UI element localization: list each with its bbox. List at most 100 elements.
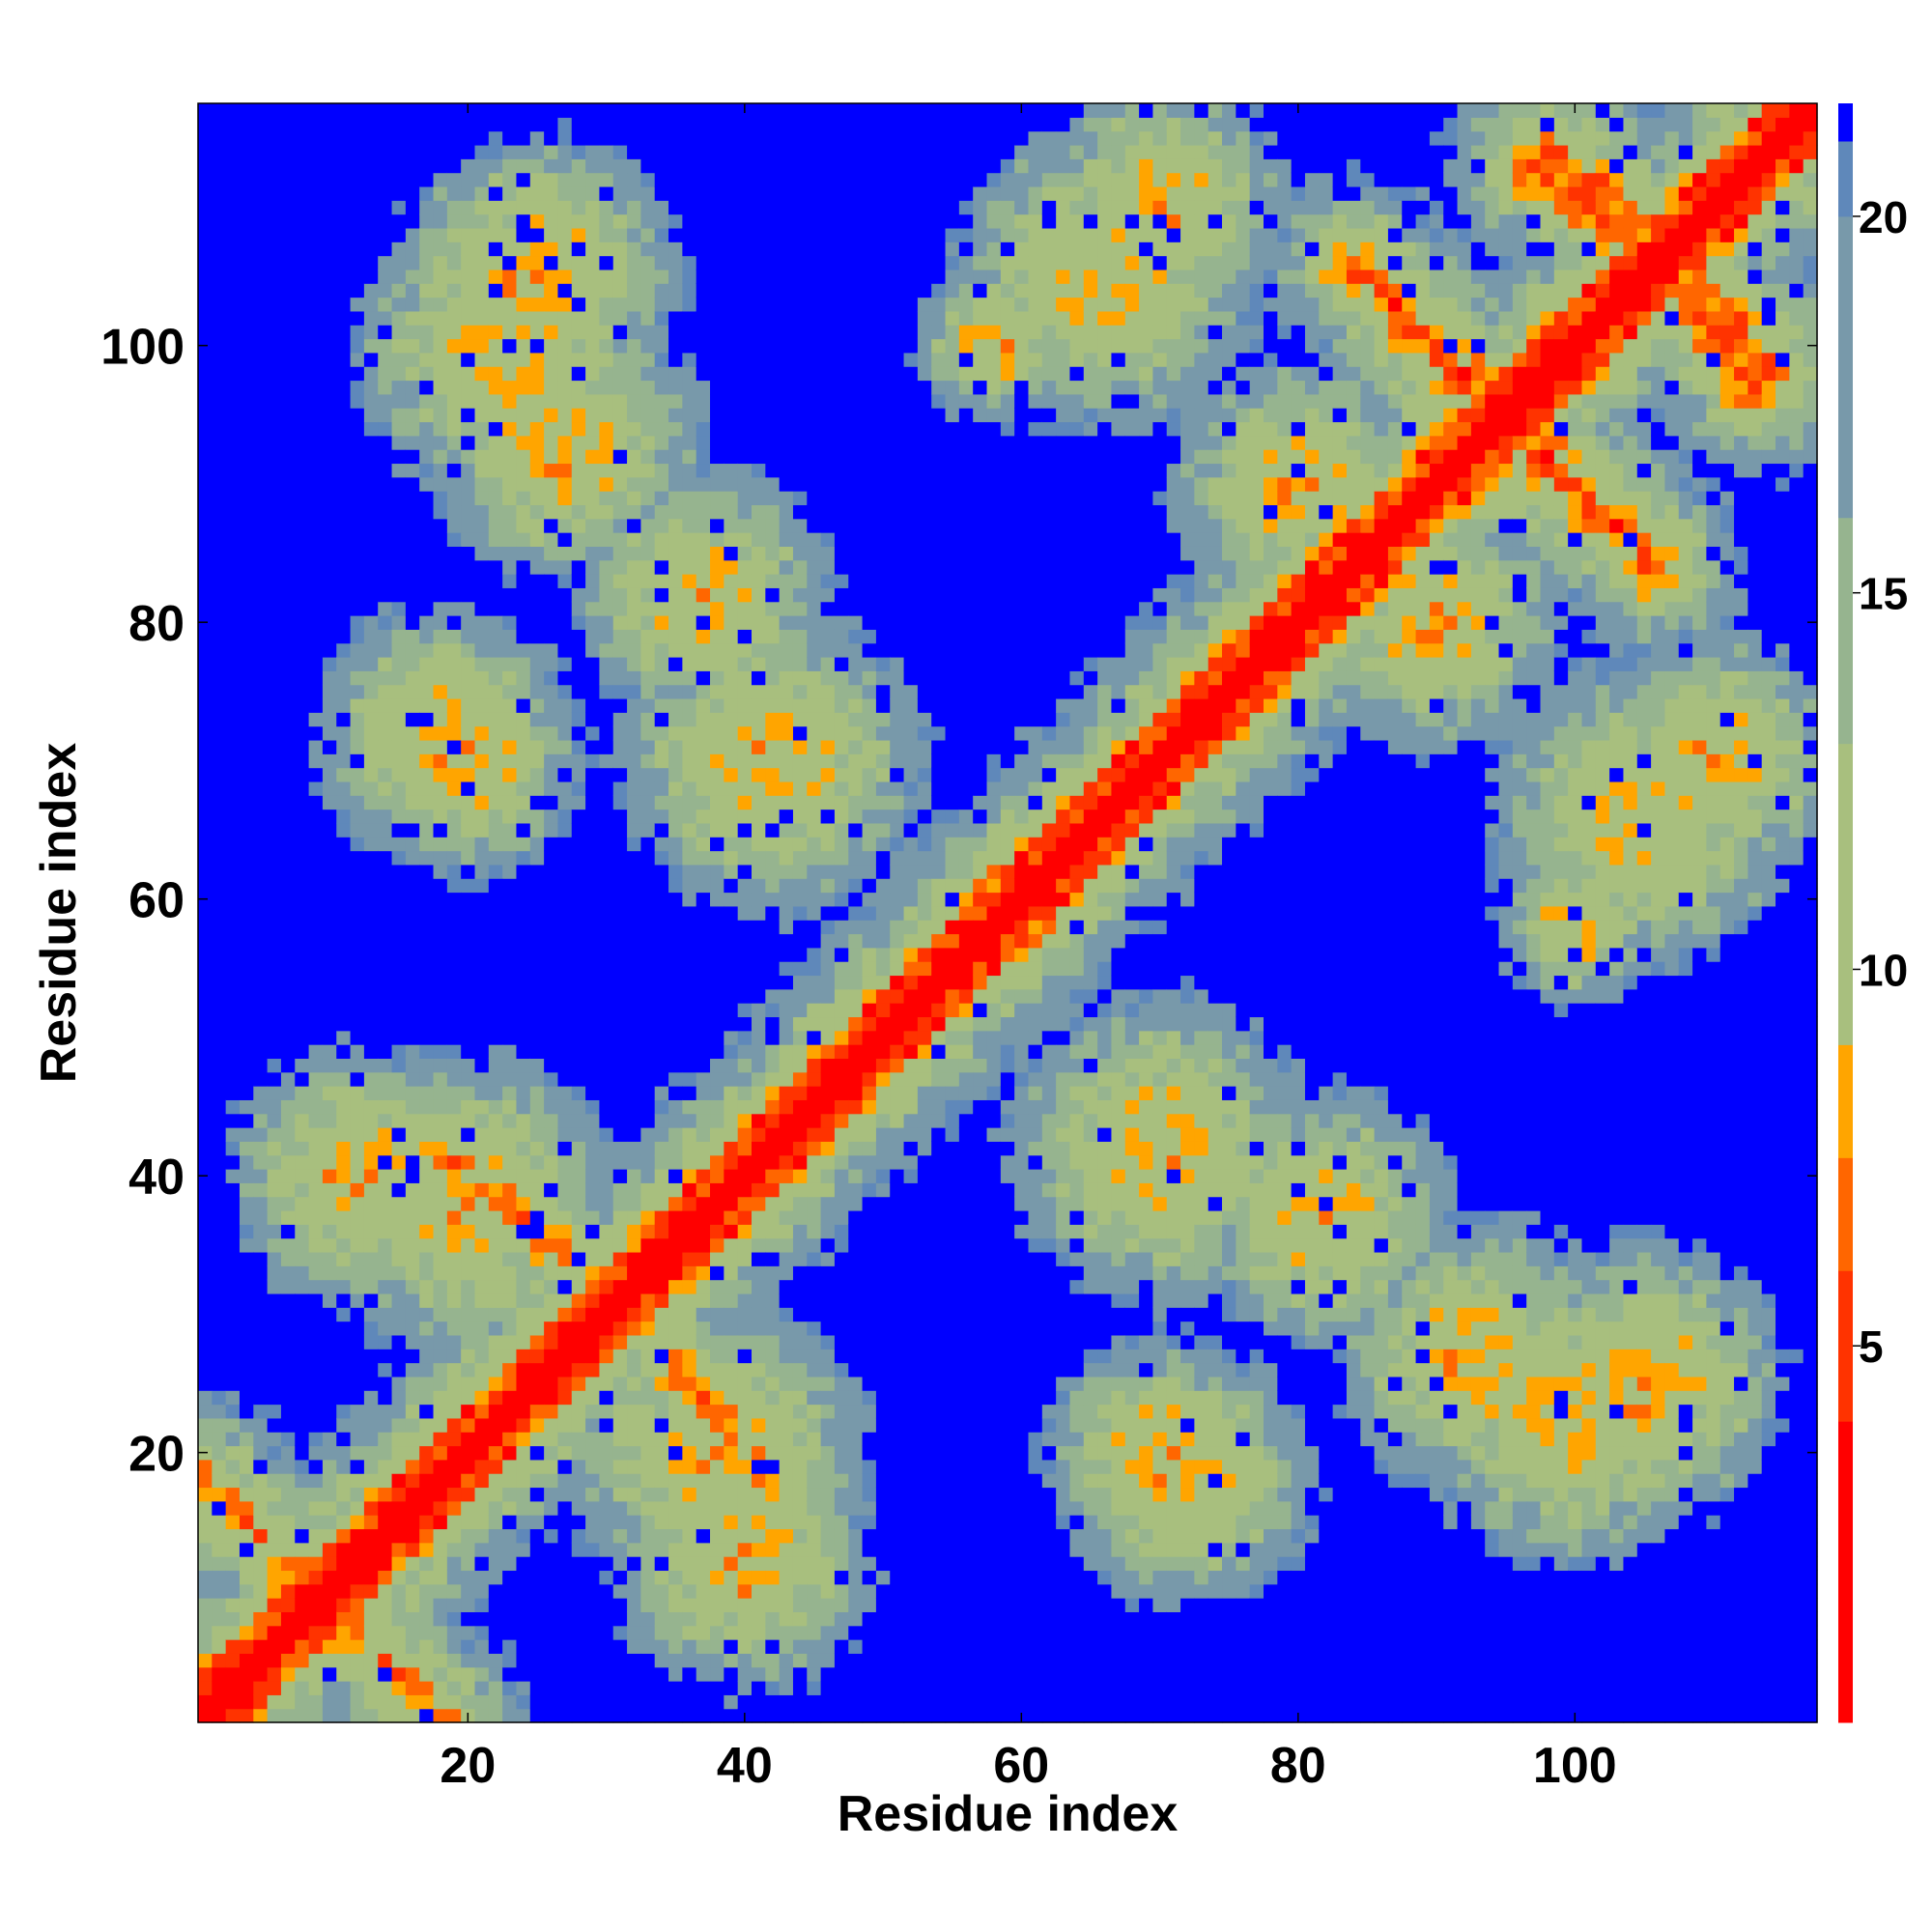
heatmap-cell <box>225 1542 241 1557</box>
heatmap-cell <box>710 574 724 588</box>
heatmap-cell <box>488 850 503 866</box>
heatmap-cell <box>544 574 559 588</box>
heatmap-cell <box>544 200 559 215</box>
heatmap-cell <box>557 684 573 699</box>
heatmap-cell <box>682 117 697 132</box>
heatmap-cell <box>461 1003 476 1018</box>
heatmap-cell <box>765 1071 781 1087</box>
heatmap-cell <box>529 1376 545 1391</box>
heatmap-cell <box>557 1445 573 1461</box>
heatmap-cell <box>433 975 448 990</box>
heatmap-cell <box>654 421 669 437</box>
heatmap-cell <box>599 1349 614 1364</box>
heatmap-cell <box>488 988 503 1004</box>
heatmap-cell <box>724 1681 739 1695</box>
heatmap-cell <box>710 380 724 395</box>
heatmap-cell <box>419 1611 435 1627</box>
heatmap-cell <box>322 213 337 229</box>
heatmap-cell <box>599 892 614 907</box>
heatmap-cell <box>529 172 545 187</box>
heatmap-cell <box>557 1279 573 1294</box>
heatmap-cell <box>682 601 697 616</box>
heatmap-cell <box>446 1404 462 1419</box>
heatmap-cell <box>488 878 503 894</box>
heatmap-cell <box>627 697 641 713</box>
heatmap-cell <box>529 905 545 921</box>
heatmap-cell <box>544 850 559 866</box>
heatmap-cell <box>239 1293 254 1308</box>
heatmap-cell <box>571 1694 586 1710</box>
heatmap-cell <box>765 1279 781 1294</box>
heatmap-cell <box>682 739 697 754</box>
heatmap-cell <box>571 574 586 588</box>
heatmap-cell <box>779 1666 794 1682</box>
heatmap-cell <box>544 601 559 616</box>
heatmap-cell <box>378 1653 393 1668</box>
heatmap-cell <box>391 905 407 921</box>
heatmap-cell <box>433 1500 448 1516</box>
heatmap-cell <box>336 712 352 727</box>
heatmap-cell <box>419 1570 435 1585</box>
heatmap-cell <box>198 1432 213 1447</box>
heatmap-cell <box>682 1265 697 1281</box>
heatmap-cell <box>627 739 641 754</box>
heatmap-cell <box>696 1071 711 1087</box>
heatmap-cell <box>336 1154 352 1170</box>
heatmap-cell <box>198 1417 213 1433</box>
heatmap-cell <box>640 1224 656 1239</box>
heatmap-cell <box>668 1307 683 1322</box>
heatmap-cell <box>267 1127 282 1142</box>
heatmap-cell <box>751 1376 766 1391</box>
heatmap-cell <box>668 1196 683 1211</box>
heatmap-cell <box>405 213 420 229</box>
heatmap-cell <box>737 449 753 465</box>
heatmap-cell <box>585 684 601 699</box>
heatmap-cell <box>737 1349 753 1364</box>
heatmap-cell <box>405 158 420 174</box>
heatmap-cell <box>253 961 269 977</box>
heatmap-cell <box>267 1141 282 1156</box>
heatmap-cell <box>267 283 282 298</box>
heatmap-cell <box>710 1639 724 1654</box>
heatmap-cell <box>654 1570 669 1585</box>
heatmap-cell <box>668 629 683 644</box>
heatmap-cell <box>724 269 739 284</box>
heatmap-cell <box>212 601 227 616</box>
heatmap-cell <box>419 1473 435 1489</box>
heatmap-cell <box>308 1681 324 1695</box>
heatmap-cell <box>198 130 213 146</box>
heatmap-cell <box>696 975 711 990</box>
heatmap-cell <box>253 601 269 616</box>
heatmap-cell <box>585 1169 601 1183</box>
heatmap-cell <box>627 1003 641 1018</box>
heatmap-cell <box>668 1666 683 1682</box>
heatmap-cell <box>710 753 724 769</box>
heatmap-cell <box>474 1694 490 1710</box>
heatmap-cell <box>433 1583 448 1599</box>
heatmap-cell <box>419 463 435 478</box>
heatmap-cell <box>516 1293 531 1308</box>
heatmap-cell <box>280 656 296 671</box>
heatmap-cell <box>280 1044 296 1060</box>
heatmap-cell <box>461 227 476 242</box>
heatmap-cell <box>710 117 724 132</box>
heatmap-cell <box>668 366 683 382</box>
heatmap-cell <box>612 809 628 824</box>
heatmap-cell <box>198 975 213 990</box>
heatmap-cell <box>599 504 614 520</box>
heatmap-cell <box>405 1209 420 1225</box>
heatmap-cell <box>696 158 711 174</box>
heatmap-cell <box>253 753 269 769</box>
heatmap-cell <box>239 656 254 671</box>
heatmap-cell <box>461 491 476 506</box>
heatmap-cell <box>378 1169 393 1183</box>
heatmap-cell <box>336 1459 352 1474</box>
heatmap-cell <box>529 144 545 159</box>
heatmap-cell <box>585 1044 601 1060</box>
heatmap-cell <box>198 158 213 174</box>
heatmap-cell <box>433 1570 448 1585</box>
heatmap-cell <box>502 1154 518 1170</box>
heatmap-cell <box>391 1127 407 1142</box>
heatmap-cell <box>433 1321 448 1336</box>
heatmap-cell <box>225 532 241 547</box>
